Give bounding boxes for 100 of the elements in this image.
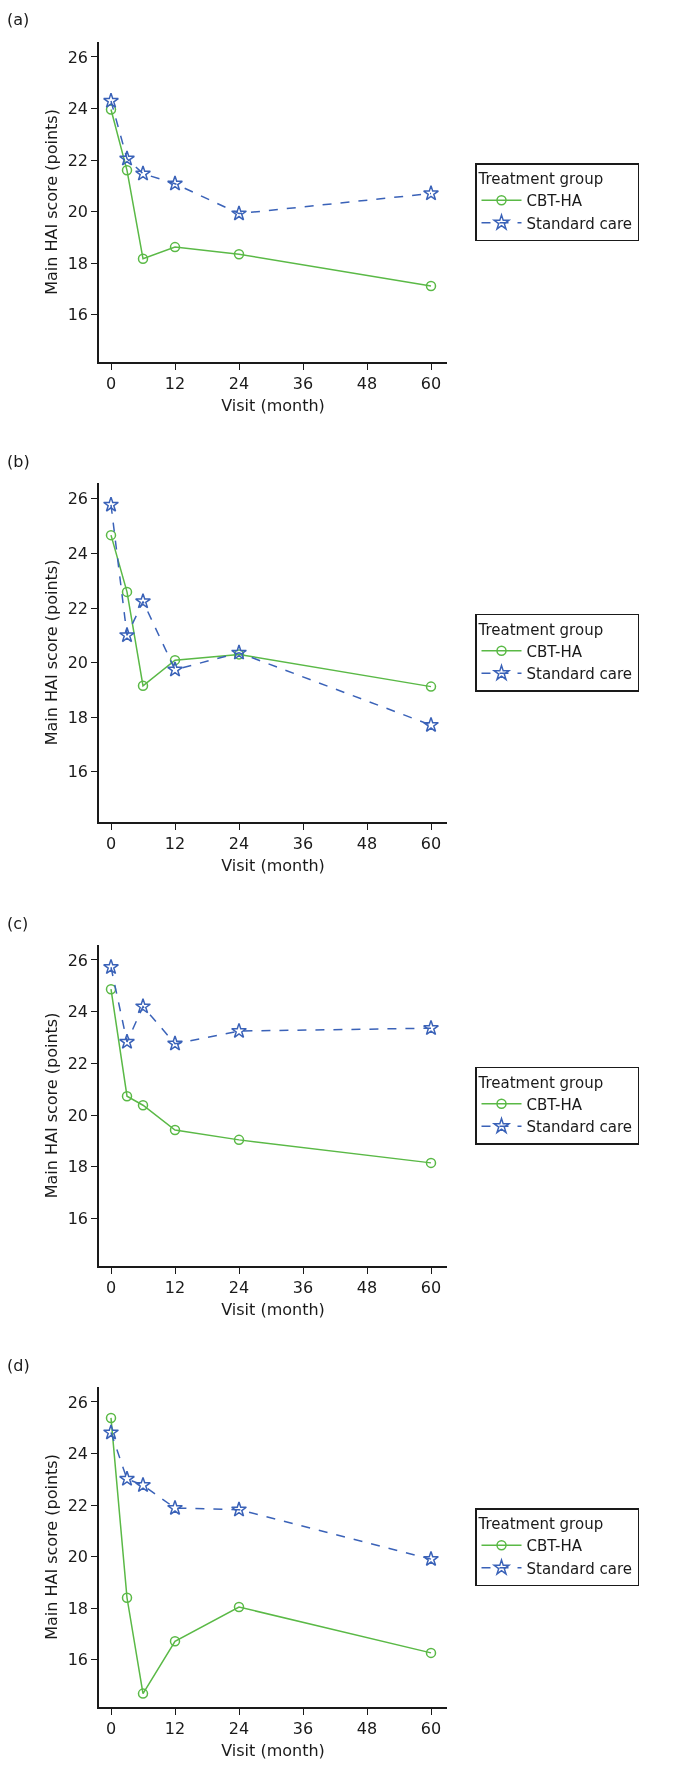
point	[134, 593, 152, 609]
legend-label: Standard care	[526, 1118, 633, 1137]
point	[422, 185, 440, 201]
point	[422, 1019, 440, 1036]
legend-title: Treatment group	[477, 620, 604, 639]
x-tick-label: 0	[105, 1277, 117, 1297]
y-tick-label: 26	[67, 47, 89, 67]
x-tick-label: 60	[420, 833, 442, 853]
y-tick-label: 16	[67, 1209, 89, 1229]
point	[102, 92, 120, 108]
x-tick-label: 36	[292, 833, 314, 853]
x-tick-label: 0	[105, 833, 117, 853]
point	[105, 104, 117, 115]
x-axis-title: Visit (month)	[221, 396, 325, 416]
x-tick-label: 24	[228, 833, 250, 853]
x-tick-label: 12	[164, 1718, 186, 1738]
legend-label: Standard care	[526, 214, 633, 233]
legend-title: Treatment group	[477, 1515, 604, 1533]
point	[137, 1099, 149, 1111]
x-tick-label: 60	[420, 1718, 442, 1738]
y-tick-label: 24	[67, 1002, 89, 1022]
y-tick-label: 20	[67, 1547, 89, 1567]
point	[233, 1134, 245, 1146]
y-tick-label: 20	[67, 202, 89, 222]
x-tick-label: 12	[164, 373, 186, 393]
y-tick-label: 20	[67, 653, 89, 673]
x-tick-label: 0	[105, 1718, 117, 1738]
point	[166, 1035, 184, 1051]
point	[137, 253, 149, 264]
y-tick-label: 18	[67, 707, 89, 727]
point	[166, 1499, 184, 1516]
y-tick-label: 26	[67, 1392, 89, 1412]
point	[121, 1090, 133, 1102]
point	[134, 1476, 152, 1493]
chart-title: (c)	[7, 914, 29, 933]
legend-label: CBT-HA	[526, 192, 583, 211]
chart-title: (a)	[7, 10, 30, 29]
y-axis-title: Main HAI score (points)	[42, 559, 62, 746]
legend-label: CBT-HA	[526, 1537, 583, 1556]
y-tick-label: 18	[67, 1157, 89, 1177]
x-axis-title: Visit (month)	[221, 1300, 325, 1320]
point	[425, 1647, 437, 1659]
point	[118, 1470, 136, 1486]
point	[166, 661, 184, 677]
point	[102, 496, 120, 512]
y-tick-label: 22	[67, 150, 89, 170]
point	[121, 586, 133, 598]
point	[230, 1501, 248, 1517]
legend-title: Treatment group	[477, 170, 604, 188]
point	[102, 958, 120, 975]
point	[134, 165, 152, 181]
point	[425, 280, 437, 292]
point	[166, 175, 184, 191]
y-axis-title: Main HAI score (points)	[42, 1012, 62, 1199]
x-tick-label: 24	[228, 1718, 250, 1738]
x-tick-label: 36	[292, 1277, 314, 1297]
point	[118, 626, 136, 643]
y-tick-label: 16	[67, 762, 89, 782]
point	[169, 241, 181, 253]
x-tick-label: 12	[164, 833, 186, 853]
point	[137, 1688, 149, 1699]
y-tick-label: 22	[67, 1495, 89, 1515]
point	[121, 165, 133, 176]
x-tick-label: 48	[356, 1277, 378, 1297]
point	[134, 998, 152, 1014]
point	[118, 150, 136, 166]
legend-title: Treatment group	[477, 1073, 604, 1092]
chart-title: (b)	[7, 452, 30, 471]
point	[425, 681, 437, 692]
x-tick-label: 24	[228, 373, 250, 393]
legend-label: CBT-HA	[526, 642, 583, 661]
x-tick-label: 48	[356, 1718, 378, 1738]
point	[425, 1157, 437, 1169]
y-tick-label: 26	[67, 950, 89, 970]
y-tick-label: 16	[67, 305, 89, 325]
x-tick-label: 24	[228, 1277, 250, 1297]
point	[169, 654, 181, 666]
point	[169, 1124, 181, 1136]
point	[105, 529, 117, 541]
point	[105, 1412, 117, 1424]
point	[230, 205, 248, 221]
x-tick-label: 60	[420, 373, 442, 393]
x-tick-label: 48	[356, 833, 378, 853]
y-tick-label: 18	[67, 253, 89, 273]
y-tick-label: 22	[67, 1053, 89, 1073]
point	[230, 1022, 248, 1039]
x-axis-title: Visit (month)	[221, 1741, 325, 1761]
y-tick-label: 16	[67, 1650, 89, 1670]
y-tick-label: 24	[67, 544, 89, 564]
point	[102, 1424, 120, 1440]
point	[118, 1033, 136, 1049]
legend-label: CBT-HA	[526, 1095, 583, 1114]
x-tick-label: 0	[105, 373, 117, 393]
point	[121, 1592, 133, 1604]
y-tick-label: 18	[67, 1598, 89, 1618]
legend-label: Standard care	[526, 665, 633, 684]
y-tick-label: 24	[67, 99, 89, 119]
x-tick-label: 36	[292, 1718, 314, 1738]
point	[233, 249, 245, 260]
x-tick-label: 60	[420, 1277, 442, 1297]
